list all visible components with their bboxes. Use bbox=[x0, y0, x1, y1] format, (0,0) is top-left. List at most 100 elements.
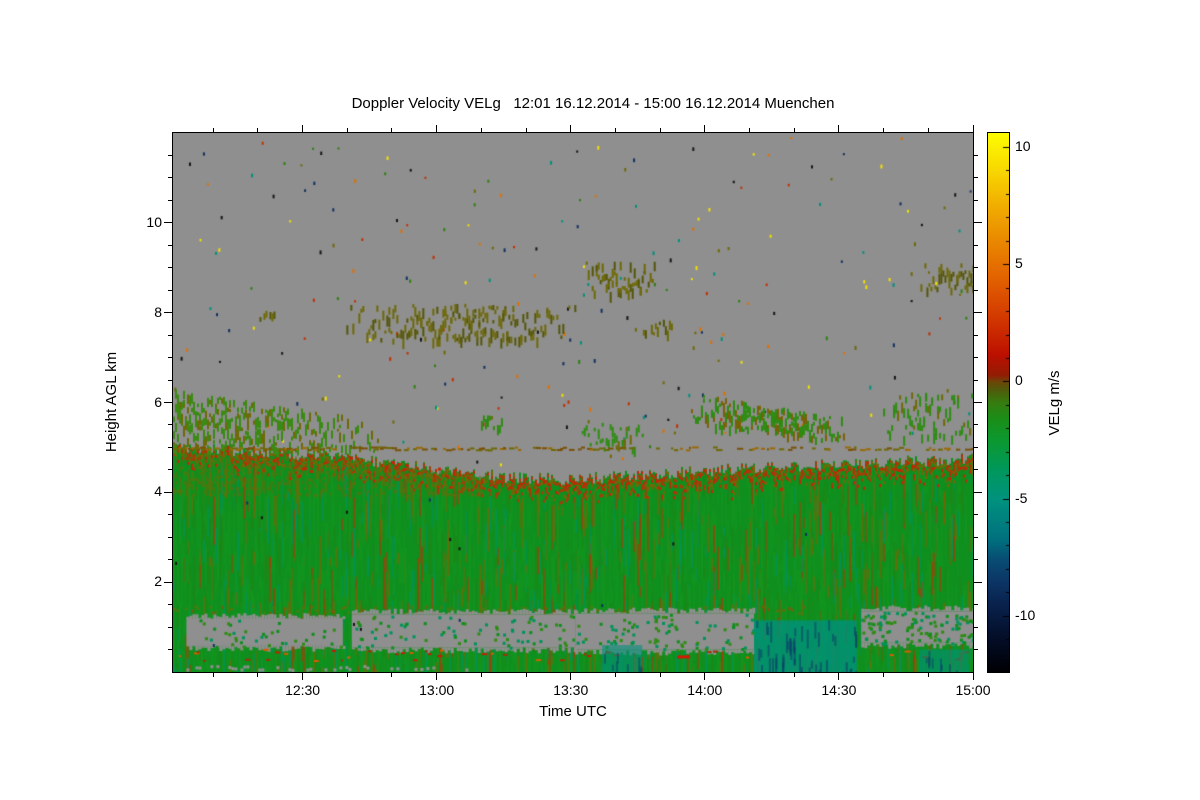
x-minor-tick-top bbox=[749, 128, 751, 132]
x-major-tick bbox=[302, 673, 304, 680]
y-minor-tick bbox=[168, 446, 172, 448]
x-tick-label: 14:00 bbox=[687, 682, 723, 698]
x-minor-tick bbox=[480, 673, 482, 677]
x-minor-tick bbox=[749, 673, 751, 677]
y-minor-tick-right bbox=[974, 649, 978, 651]
y-minor-tick bbox=[168, 559, 172, 561]
x-minor-tick bbox=[927, 673, 929, 677]
y-minor-tick-right bbox=[974, 469, 978, 471]
x-major-tick-top bbox=[838, 125, 840, 132]
x-minor-tick-top bbox=[883, 128, 885, 132]
y-minor-tick-right bbox=[974, 514, 978, 516]
x-tick-label: 14:30 bbox=[821, 682, 857, 698]
x-minor-tick bbox=[346, 673, 348, 677]
y-minor-tick-right bbox=[974, 289, 978, 291]
y-major-tick bbox=[164, 402, 172, 403]
y-major-tick bbox=[164, 491, 172, 493]
y-minor-tick-right bbox=[974, 177, 978, 179]
y-minor-tick bbox=[168, 199, 172, 201]
y-major-tick-right bbox=[974, 402, 982, 403]
x-minor-tick-top bbox=[257, 128, 259, 132]
colorbar-tick-label: -5 bbox=[1015, 489, 1028, 506]
x-minor-tick-top bbox=[659, 128, 661, 132]
y-major-tick-right bbox=[974, 581, 982, 583]
x-major-tick bbox=[838, 673, 840, 680]
x-minor-tick-top bbox=[927, 128, 929, 132]
x-minor-tick bbox=[391, 673, 393, 677]
y-minor-tick bbox=[168, 267, 172, 269]
x-major-tick-top bbox=[972, 125, 974, 132]
x-major-tick bbox=[436, 673, 438, 680]
y-minor-tick bbox=[168, 604, 172, 606]
y-minor-tick bbox=[168, 244, 172, 246]
x-minor-tick bbox=[212, 673, 214, 677]
y-minor-tick bbox=[168, 536, 172, 538]
colorbar-label: VELg m/s bbox=[1046, 370, 1063, 436]
x-axis-label: Time UTC bbox=[539, 703, 607, 720]
x-tick-label: 13:00 bbox=[419, 682, 455, 698]
x-minor-tick-top bbox=[614, 128, 616, 132]
y-minor-tick bbox=[168, 334, 172, 336]
y-minor-tick bbox=[168, 177, 172, 179]
x-minor-tick-top bbox=[525, 128, 527, 132]
colorbar-tick-label: 5 bbox=[1015, 255, 1023, 272]
x-minor-tick bbox=[525, 673, 527, 677]
y-tick-label: 2 bbox=[154, 573, 162, 590]
y-major-tick bbox=[164, 312, 172, 314]
y-tick-label: 6 bbox=[154, 393, 162, 410]
y-minor-tick-right bbox=[974, 357, 978, 359]
y-minor-tick bbox=[168, 357, 172, 359]
y-minor-tick-right bbox=[974, 244, 978, 246]
x-minor-tick bbox=[614, 673, 616, 677]
y-minor-tick-right bbox=[974, 379, 978, 381]
y-minor-tick bbox=[168, 289, 172, 291]
colorbar-frame bbox=[987, 132, 1010, 673]
x-minor-tick bbox=[659, 673, 661, 677]
x-minor-tick bbox=[883, 673, 885, 677]
y-minor-tick-right bbox=[974, 559, 978, 561]
y-minor-tick bbox=[168, 626, 172, 628]
y-major-tick-right bbox=[974, 312, 982, 314]
y-minor-tick-right bbox=[974, 604, 978, 606]
x-minor-tick bbox=[257, 673, 259, 677]
y-minor-tick bbox=[168, 379, 172, 381]
y-minor-tick-right bbox=[974, 626, 978, 628]
y-minor-tick-right bbox=[974, 199, 978, 201]
x-major-tick-top bbox=[704, 125, 706, 132]
x-minor-tick-top bbox=[480, 128, 482, 132]
y-axis-label: Height AGL km bbox=[103, 351, 120, 453]
x-minor-tick-top bbox=[346, 128, 348, 132]
y-minor-tick bbox=[168, 514, 172, 516]
x-tick-label: 12:30 bbox=[285, 682, 321, 698]
colorbar-tick-label: 10 bbox=[1015, 138, 1031, 155]
x-minor-tick-top bbox=[793, 128, 795, 132]
x-minor-tick-top bbox=[212, 128, 214, 132]
colorbar-canvas bbox=[988, 133, 1009, 672]
y-major-tick bbox=[164, 581, 172, 583]
x-tick-label: 13:30 bbox=[553, 682, 589, 698]
colorbar-tick-label: 0 bbox=[1015, 372, 1023, 389]
y-major-tick-right bbox=[974, 491, 982, 493]
plot-frame bbox=[172, 132, 974, 673]
x-major-tick bbox=[704, 673, 706, 680]
y-major-tick bbox=[164, 222, 172, 224]
y-tick-label: 4 bbox=[154, 483, 162, 500]
x-major-tick-top bbox=[570, 125, 572, 132]
x-major-tick bbox=[972, 673, 974, 680]
y-tick-label: 8 bbox=[154, 303, 162, 320]
y-minor-tick-right bbox=[974, 424, 978, 426]
y-minor-tick-right bbox=[974, 154, 978, 156]
y-tick-label: 10 bbox=[146, 213, 162, 230]
x-minor-tick-top bbox=[391, 128, 393, 132]
y-minor-tick-right bbox=[974, 334, 978, 336]
y-minor-tick-right bbox=[974, 536, 978, 538]
x-major-tick bbox=[570, 673, 572, 680]
chart-title: Doppler Velocity VELg 12:01 16.12.2014 -… bbox=[351, 95, 835, 112]
y-minor-tick-right bbox=[974, 446, 978, 448]
x-major-tick-top bbox=[302, 125, 304, 132]
x-minor-tick bbox=[793, 673, 795, 677]
y-minor-tick bbox=[168, 649, 172, 651]
x-tick-label: 15:00 bbox=[955, 682, 991, 698]
y-minor-tick bbox=[168, 424, 172, 426]
